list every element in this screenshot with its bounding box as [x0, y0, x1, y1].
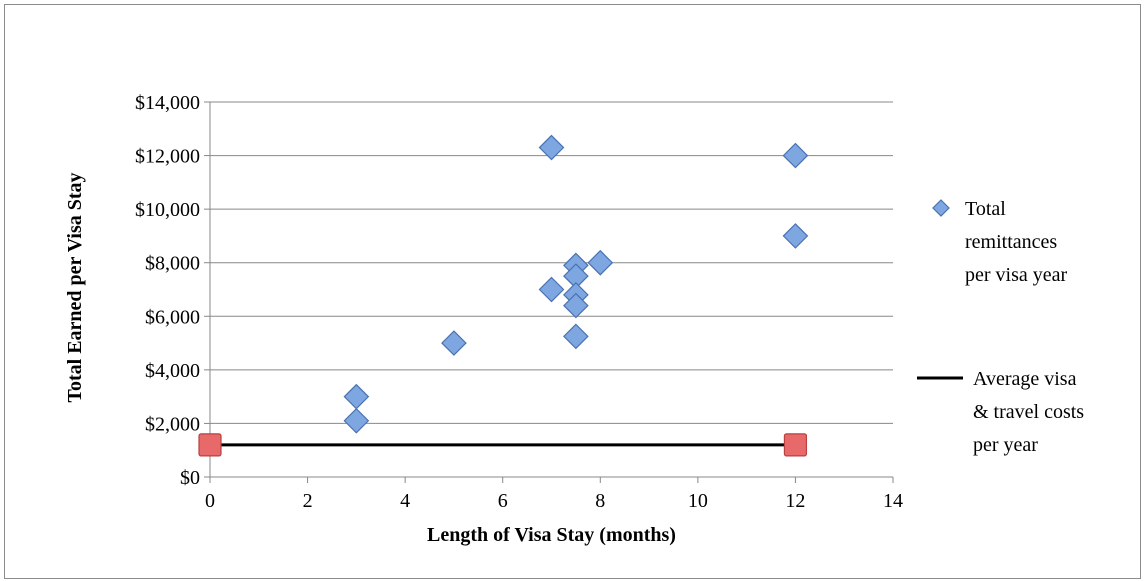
- x-tick-label: 12: [785, 490, 805, 512]
- data-point-diamond: [441, 330, 467, 356]
- data-point-diamond: [343, 407, 370, 434]
- data-point-square: [198, 433, 222, 457]
- y-tick-label: $0: [180, 467, 200, 489]
- legend-diamond: [932, 199, 950, 217]
- legend-line: per year: [973, 434, 1038, 456]
- x-tick-label: 8: [595, 490, 605, 512]
- legend-line: remittances: [965, 231, 1057, 253]
- data-point-diamond: [782, 223, 809, 249]
- chart-frame: $0 $2,000 $4,000 $6,000 $8,000 $10,000 $12,000…: [4, 4, 1141, 579]
- data-point-diamond: [782, 142, 809, 169]
- y-tick-label: $4,000: [145, 360, 200, 382]
- x-tick-label: 0: [205, 490, 215, 512]
- y-tick-label: $14,000: [135, 92, 200, 114]
- legend-diamond-marker: [932, 199, 950, 217]
- tick-labels: $0 $2,000 $4,000 $6,000 $8,000 $10,000 $12,000…: [135, 92, 903, 512]
- legend-line: per visa year: [965, 264, 1068, 286]
- scatter-chart: $0 $2,000 $4,000 $6,000 $8,000 $10,000 $12,000…: [64, 92, 1089, 546]
- legend-label-average-costs: Average visa & travel costs per year: [973, 368, 1089, 456]
- x-tick-label: 10: [688, 490, 708, 512]
- legend-entry-average-costs: Average visa & travel costs per year: [917, 368, 1089, 456]
- y-tick-label: $12,000: [135, 146, 200, 168]
- data-point-diamond: [343, 383, 370, 410]
- data-point-diamond: [563, 323, 589, 350]
- series-plot-area: [198, 134, 809, 457]
- y-tick-label: $6,000: [145, 306, 200, 328]
- data-point-square: [783, 433, 808, 457]
- legend-line: Average visa: [973, 368, 1077, 390]
- y-axis-title: Total Earned per Visa Stay: [64, 172, 86, 402]
- x-tick-label: 6: [498, 490, 508, 512]
- data-point-diamond: [538, 134, 565, 161]
- x-tick-label: 14: [883, 490, 903, 512]
- data-point-diamond: [563, 292, 589, 319]
- x-tick-label: 4: [400, 490, 410, 512]
- x-tick-label: 2: [303, 490, 313, 512]
- y-tick-label: $10,000: [135, 199, 200, 221]
- data-point-diamond: [538, 276, 565, 303]
- axes: [204, 101, 894, 483]
- legend-line: Total: [965, 198, 1006, 220]
- data-point-diamond: [587, 249, 614, 276]
- y-tick-label: $8,000: [145, 253, 200, 275]
- legend-label-remittances: Total remittances per visa year: [965, 198, 1068, 286]
- legend: Total remittances per visa year Average …: [917, 198, 1089, 456]
- x-axis-title: Length of Visa Stay (months): [427, 524, 676, 546]
- legend-entry-remittances: Total remittances per visa year: [932, 198, 1068, 286]
- legend-line: & travel costs: [973, 401, 1084, 423]
- y-tick-label: $2,000: [145, 413, 200, 435]
